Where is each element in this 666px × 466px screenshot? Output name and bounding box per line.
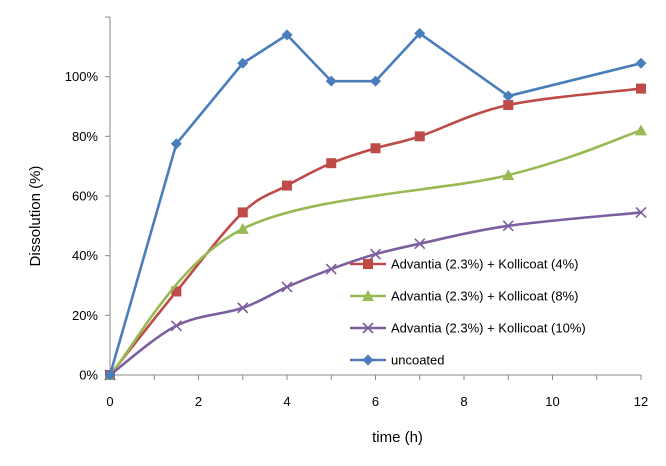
data-point [281,29,293,41]
data-point [414,131,425,142]
legend-label: Advantia (2.3%) + Kollicoat (4%) [391,257,579,272]
marker-stroke [170,320,182,332]
data-point [325,263,337,275]
data-point [325,75,337,87]
marker-stroke [502,220,514,232]
marker-stroke [414,238,426,250]
data-point [369,248,382,260]
y-tick-label: 0% [79,368,98,383]
legend-entry: uncoated [350,353,445,368]
legend-label: Advantia (2.3%) + Kollicoat (10%) [391,321,586,336]
legend-marker [362,322,374,334]
data-point [237,302,249,314]
marker-stroke [635,206,647,218]
series-layer [104,27,647,381]
series-3 [104,27,647,381]
y-tick-label: 80% [72,129,98,144]
x-tick-label: 2 [195,394,202,409]
marker-stroke [362,322,374,334]
data-point [414,27,426,39]
x-tick-label: 6 [372,394,379,409]
series-1 [104,124,647,380]
data-point [326,158,337,169]
legend: Advantia (2.3%) + Kollicoat (4%) Advantia… [350,257,586,368]
legend-entry: Advantia (2.3%) + Kollicoat (10%) [350,321,586,336]
x-tick-label: 4 [283,394,290,409]
data-point [502,169,515,181]
x-tick-label: 10 [545,394,559,409]
y-tick-label: 60% [72,189,98,204]
data-point [414,238,426,250]
data-point [635,124,647,136]
data-point [503,100,514,111]
data-point [635,206,647,218]
data-point [636,83,646,94]
series-0 [105,83,646,380]
x-tick-label: 12 [634,394,648,409]
data-point [170,320,182,332]
marker-stroke [237,302,249,314]
marker-stroke [369,248,382,260]
marker-stroke [325,263,337,275]
data-point [370,143,381,154]
x-tick-label: 0 [106,394,113,409]
axes [105,16,642,380]
data-point [237,207,248,218]
data-point [171,286,182,297]
legend-marker [362,290,374,301]
x-axis-title: time (h) [372,429,423,446]
legend-label: Advantia (2.3%) + Kollicoat (8%) [391,289,579,304]
series-line [108,129,643,377]
legend-entry: Advantia (2.3%) + Kollicoat (4%) [350,257,579,272]
y-axis-title: Dissolution (%) [27,166,44,267]
legend-label: uncoated [391,353,445,368]
y-tick-label: 20% [72,308,98,323]
tick-labels: 0% 20% 40% 60% 80% 100% 0 2 4 6 8 10 12 [65,69,648,409]
y-tick-label: 100% [65,69,99,84]
data-point [502,90,514,102]
legend-marker [362,354,374,366]
data-point [236,222,249,234]
data-point [370,75,381,87]
data-point [282,180,292,191]
data-point [104,369,116,381]
marker-stroke [281,281,293,293]
x-tick-label: 8 [460,394,467,409]
y-tick-label: 40% [72,248,98,263]
legend-marker [363,259,373,269]
data-point [237,57,249,69]
data-point [170,138,182,150]
data-point [635,57,647,69]
data-point [502,220,514,232]
data-point [281,281,293,293]
legend-entry: Advantia (2.3%) + Kollicoat (8%) [350,289,579,304]
